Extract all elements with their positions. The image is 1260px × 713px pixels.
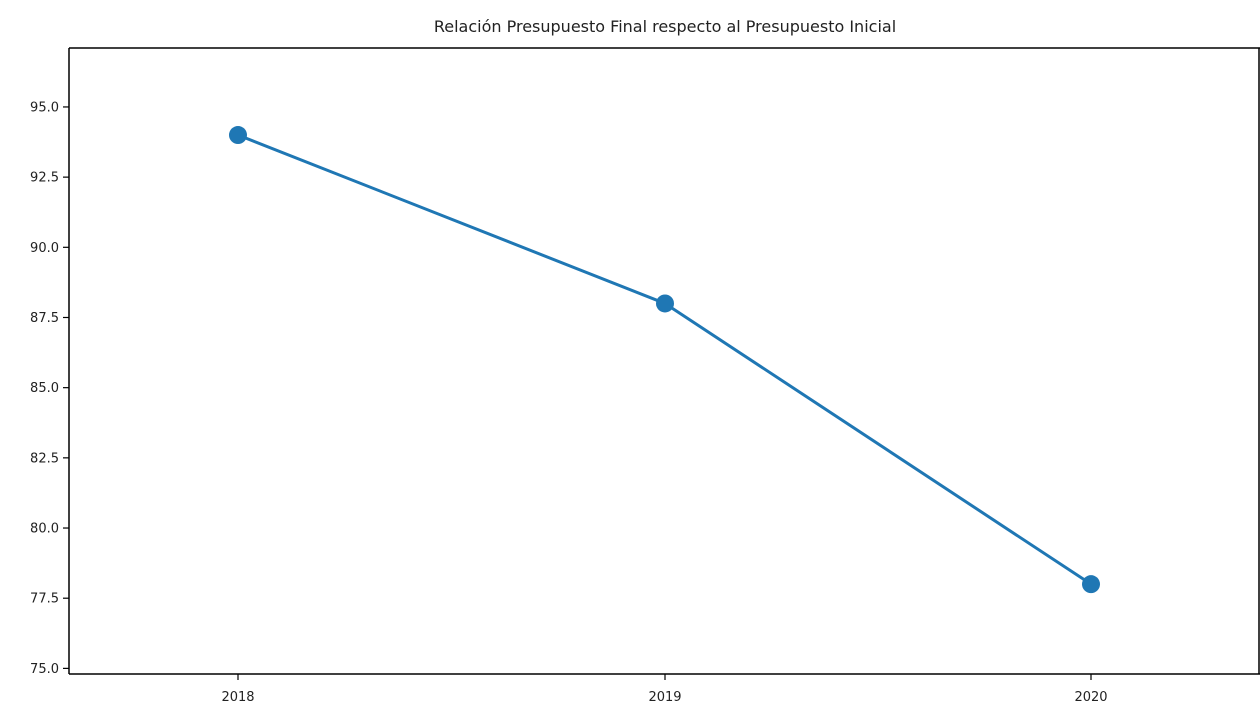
y-tick-label: 85.0 [30,381,59,396]
y-tick-label: 75.0 [30,662,59,677]
data-point [229,126,247,145]
y-tick-label: 77.5 [30,592,59,607]
chart-title: Relación Presupuesto Final respecto al P… [434,17,896,36]
axes-group: 75.0 77.5 80.0 82.5 85.0 87.5 90.0 92.5 95.0 2018… [30,47,1260,705]
x-tick-label: 2019 [648,690,681,705]
y-tick-label: 90.0 [30,241,59,256]
data-point [1082,575,1100,594]
x-tick-label: 2018 [221,690,254,705]
data-point [656,294,674,313]
marks-group [229,126,1100,594]
y-tick-label: 82.5 [30,451,59,466]
y-tick-label: 92.5 [30,171,59,186]
series-line [237,133,1092,586]
y-tick-label: 80.0 [30,522,59,537]
x-tick-label: 2020 [1074,690,1107,705]
y-tick-label: 95.0 [30,100,59,115]
y-tick-label: 87.5 [30,311,59,326]
